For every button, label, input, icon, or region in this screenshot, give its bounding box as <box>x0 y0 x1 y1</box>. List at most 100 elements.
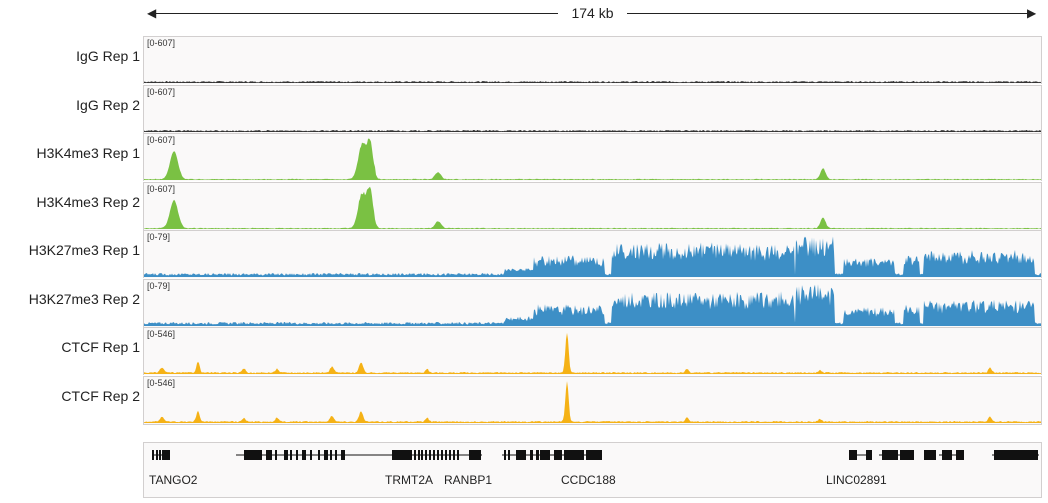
exon-block <box>421 450 423 460</box>
exon-block <box>335 450 337 460</box>
signal-plot <box>144 283 1041 326</box>
track-list: IgG Rep 1 [0-607] IgG Rep 2 [0-607] H3K4me3 … <box>0 36 1048 425</box>
exon-block <box>445 450 447 460</box>
exon-block <box>152 450 154 460</box>
signal-area <box>144 380 1041 423</box>
gene-label-trmt2a[interactable]: TRMT2A <box>385 473 433 487</box>
gene-annotation-track[interactable]: TANGO2 TRMT2A RANBP1 CCDC188 LINC02891 <box>143 442 1042 498</box>
exon-block <box>437 450 439 460</box>
arrow-left-icon: ◀ <box>147 6 157 20</box>
signal-plot <box>144 129 1041 132</box>
signal-plot <box>144 138 1041 180</box>
track-panel[interactable]: [0-607] <box>143 181 1042 230</box>
gene-label-ranbp1[interactable]: RANBP1 <box>444 473 493 487</box>
exon-block <box>508 450 510 460</box>
track-scale: [0-607] <box>147 86 176 97</box>
exon-block <box>564 450 584 460</box>
track-row: H3K4me3 Rep 1 [0-607] <box>0 133 1048 182</box>
track-label[interactable]: H3K27me3 Rep 1 <box>28 242 140 258</box>
exon-block <box>449 450 451 460</box>
span-label: 174 kb <box>561 5 624 21</box>
exon-block <box>433 450 435 460</box>
ruler-line-right <box>627 13 1030 14</box>
track-panel[interactable]: [0-607] <box>143 133 1042 181</box>
exon-block <box>453 450 455 460</box>
gene-label-ccdc188[interactable]: CCDC188 <box>561 473 616 487</box>
track-label[interactable]: H3K4me3 Rep 2 <box>36 193 140 210</box>
track-panel[interactable]: [0-607] <box>143 36 1042 84</box>
track-scale: [0-79] <box>147 280 171 291</box>
span-label-wrap: 174 kb <box>145 3 1040 23</box>
genomic-span-ruler: ◀ ▶ 174 kb <box>145 0 1040 26</box>
exon-block <box>330 450 332 460</box>
track-label[interactable]: CTCF Rep 2 <box>61 387 140 404</box>
track-scale: [0-607] <box>147 38 176 48</box>
track-label[interactable]: H3K27me3 Rep 2 <box>28 290 140 307</box>
signal-plot <box>144 380 1041 423</box>
track-panel[interactable]: [0-79] <box>143 278 1042 327</box>
exon-block <box>530 450 533 460</box>
track-label[interactable]: IgG Rep 2 <box>76 96 140 113</box>
signal-plot <box>144 332 1041 374</box>
exon-block <box>457 450 459 460</box>
track-panel[interactable]: [0-607] <box>143 84 1042 133</box>
signal-area <box>144 236 1041 277</box>
track-label[interactable]: IgG Rep 1 <box>76 48 140 64</box>
track-panel[interactable]: [0-546] <box>143 327 1042 375</box>
exon-block <box>994 450 1038 460</box>
track-panel[interactable]: [0-79] <box>143 230 1042 278</box>
track-label[interactable]: CTCF Rep 1 <box>61 339 140 355</box>
signal-plot <box>144 186 1041 229</box>
signal-area <box>144 81 1041 83</box>
track-row: IgG Rep 2 [0-607] <box>0 84 1048 134</box>
exon-block <box>429 450 431 460</box>
exon-block <box>504 450 506 460</box>
exon-block <box>159 450 161 460</box>
arrow-right-icon: ▶ <box>1027 6 1037 20</box>
gene-models <box>152 450 1039 460</box>
exon-block <box>156 450 158 460</box>
track-scale: [0-546] <box>147 377 176 388</box>
exon-block <box>296 450 298 460</box>
exon-block <box>290 450 292 460</box>
signal-area <box>144 283 1041 326</box>
signal-plot <box>144 236 1041 277</box>
signal-area <box>144 129 1041 132</box>
exon-block <box>302 450 306 460</box>
track-scale: [0-79] <box>147 232 171 242</box>
track-row: H3K27me3 Rep 1 [0-79] <box>0 230 1048 279</box>
exon-block <box>310 450 312 460</box>
exon-block <box>849 450 857 460</box>
exon-block <box>392 450 412 460</box>
exon-block <box>882 450 898 460</box>
exon-block <box>866 450 872 460</box>
gene-models-group <box>152 450 1039 460</box>
exon-block <box>540 450 550 460</box>
exon-block <box>425 450 427 460</box>
track-label[interactable]: H3K4me3 Rep 1 <box>36 145 140 161</box>
ruler-line-left <box>153 13 558 14</box>
track-row: CTCF Rep 2 [0-546] <box>0 375 1048 425</box>
exon-block <box>956 450 964 460</box>
gene-label-tango2[interactable]: TANGO2 <box>149 473 198 487</box>
track-scale: [0-607] <box>147 183 176 194</box>
exon-block <box>586 450 602 460</box>
exon-block <box>270 450 272 460</box>
exon-block <box>324 450 328 460</box>
exon-block <box>900 450 914 460</box>
track-row: IgG Rep 1 [0-607] <box>0 36 1048 85</box>
exon-block <box>441 450 443 460</box>
track-scale: [0-607] <box>147 135 176 145</box>
exon-block <box>341 450 345 460</box>
exon-block <box>414 450 416 460</box>
exon-block <box>924 450 936 460</box>
track-panel[interactable]: [0-546] <box>143 375 1042 425</box>
exon-block <box>418 450 420 460</box>
signal-area <box>144 186 1041 229</box>
track-row: H3K27me3 Rep 2 [0-79] <box>0 278 1048 328</box>
gene-label-linc02891[interactable]: LINC02891 <box>826 473 887 487</box>
track-row: H3K4me3 Rep 2 [0-607] <box>0 181 1048 231</box>
exon-block <box>469 450 481 460</box>
exon-block <box>162 450 164 460</box>
signal-area <box>144 138 1041 180</box>
